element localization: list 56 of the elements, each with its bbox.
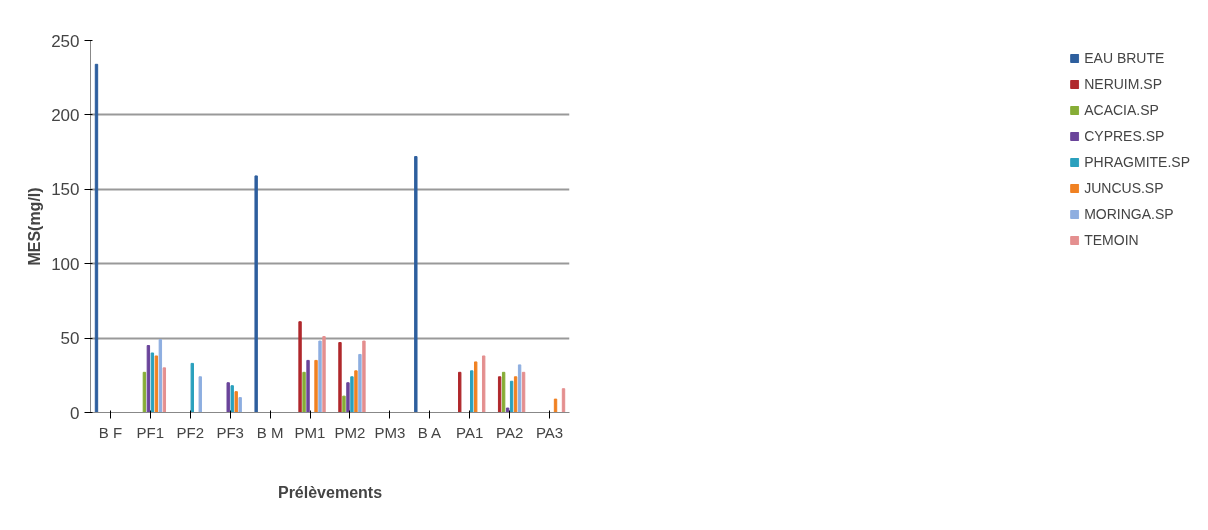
bar xyxy=(190,362,194,413)
bar xyxy=(234,391,238,413)
bar xyxy=(162,367,167,413)
bar xyxy=(198,376,202,413)
bar xyxy=(342,395,346,413)
y-tick-label: 100 xyxy=(51,254,80,274)
y-tick-label: 250 xyxy=(51,31,80,51)
bar xyxy=(458,371,462,413)
y-tick-label: 50 xyxy=(60,329,80,349)
bar xyxy=(481,355,486,413)
bar xyxy=(470,370,474,413)
legend-label: MORINGA.SP xyxy=(1084,206,1174,222)
x-tick-label: PA3 xyxy=(535,423,564,441)
x-tick-label: PA1 xyxy=(456,423,484,441)
bar xyxy=(338,342,342,413)
legend-label: EAU BRUTE xyxy=(1084,50,1165,66)
y-tick-label: 0 xyxy=(70,403,80,423)
bar xyxy=(362,340,366,413)
bar xyxy=(230,385,234,413)
bar xyxy=(553,398,558,413)
x-tick-label: B A xyxy=(417,423,442,441)
bar xyxy=(474,361,478,413)
y-tick-label: 150 xyxy=(51,180,80,200)
bar xyxy=(302,371,306,413)
legend-label: CYPRES.SP xyxy=(1084,128,1165,144)
bar xyxy=(238,397,242,413)
x-axis-title: Prélèvements xyxy=(277,483,383,501)
bar xyxy=(314,359,318,413)
bar xyxy=(358,353,362,413)
x-tick-label: B F xyxy=(98,423,123,441)
bar xyxy=(322,336,326,413)
x-tick-label: PA2 xyxy=(496,423,524,441)
bar xyxy=(346,382,350,413)
x-tick-label: PF1 xyxy=(136,423,165,441)
legend-label: NERUIM.SP xyxy=(1084,76,1162,92)
legend-label: ACACIA.SP xyxy=(1084,102,1159,118)
x-tick-label: PM1 xyxy=(294,423,326,441)
bar xyxy=(254,175,258,413)
legend-label: JUNCUS.SP xyxy=(1084,180,1164,196)
bar xyxy=(350,376,354,413)
bar xyxy=(318,340,322,413)
legend-label: PHRAGMITE.SP xyxy=(1084,154,1190,170)
y-tick-label: 200 xyxy=(51,105,80,125)
bar xyxy=(226,382,230,413)
x-tick-label: PM3 xyxy=(374,423,406,441)
legend-label: TEMOIN xyxy=(1084,232,1139,248)
bar xyxy=(298,321,302,413)
x-tick-label: B M xyxy=(256,423,284,441)
y-axis-title: MES(mg/l) xyxy=(26,187,44,266)
bar xyxy=(354,370,358,413)
x-tick-label: PF3 xyxy=(216,423,244,441)
bar xyxy=(505,407,510,413)
x-tick-label: PF2 xyxy=(176,423,205,441)
x-tick-label: PM2 xyxy=(334,423,366,441)
bar xyxy=(414,156,418,413)
bar xyxy=(306,359,310,413)
